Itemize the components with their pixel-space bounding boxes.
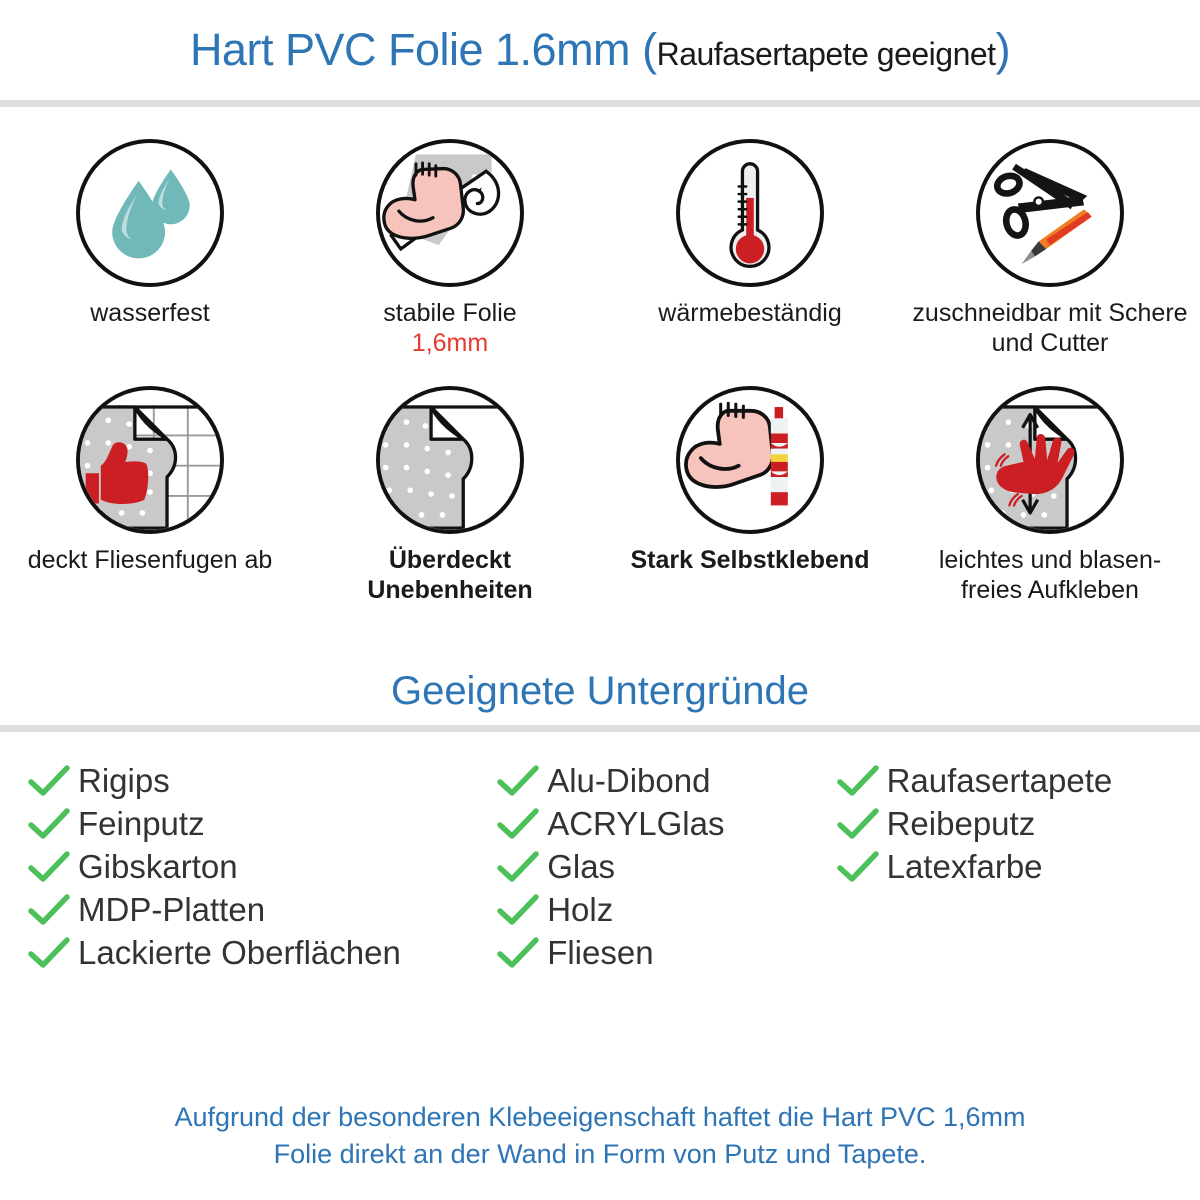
list-item: MDP-Platten (26, 889, 495, 931)
substrate-label: Fliesen (547, 934, 654, 971)
feature-label: zuschneidbar mit Schere und Cutter (908, 299, 1193, 358)
thermometer-icon (676, 139, 824, 287)
feature-label: Stark Selbstklebend (631, 546, 870, 576)
substrate-label: ACRYLGlas (547, 805, 725, 842)
header-title-bar: Hart PVC Folie 1.6mm (Raufasertapete gee… (0, 0, 1200, 100)
list-item: Fliesen (495, 932, 834, 974)
list-item: Feinputz (26, 803, 495, 845)
feature-label: wasserfest (90, 299, 209, 329)
green-check-icon (497, 808, 539, 839)
list-item: Gibskarton (26, 846, 495, 888)
green-check-icon (497, 851, 539, 882)
substrates-checklist: Rigips Feinputz Gibskarton MDP-Platten L… (0, 732, 1200, 975)
feature-label-text: stabile Folie (383, 299, 517, 327)
feature-label: deckt Fliesenfugen ab (28, 546, 273, 576)
feature-label-text: wärmebeständig (658, 299, 842, 327)
list-item: ACRYLGlas (495, 803, 834, 845)
title-paren-close: ) (995, 24, 1011, 75)
substrate-label: Reibeputz (886, 805, 1036, 842)
substrate-label: Alu-Dibond (547, 762, 711, 799)
feature-deckt-fliesenfugen: deckt Fliesenfugen ab (0, 386, 300, 605)
feature-zuschneidbar: zuschneidbar mit Schere und Cutter (900, 139, 1200, 358)
feature-label-text: Stark Selbstklebend (630, 546, 870, 574)
substrate-column-1: Rigips Feinputz Gibskarton MDP-Platten L… (26, 760, 495, 975)
substrate-label: Latexfarbe (886, 848, 1043, 885)
footer-note: Aufgrund der besonderen Klebeeigenschaft… (0, 1099, 1200, 1172)
feature-icon-grid: wasserfest stabile Folie (0, 107, 1200, 605)
substrate-column-3: Raufasertapete Reibeputz Latexfarbe (835, 760, 1174, 975)
feature-stabile-folie: stabile Folie 1,6mm (300, 139, 600, 358)
water-drops-icon (76, 139, 224, 287)
title-subtitle-text: Raufasertapete geeignet (656, 36, 996, 72)
green-check-icon (497, 765, 539, 796)
feature-label-text: zuschneidbar mit Schere und Cutter (912, 299, 1188, 357)
feature-label: wärmebeständig (658, 299, 841, 329)
feature-sublabel-thickness: 1,6mm (411, 328, 489, 357)
list-item: Rigips (26, 760, 495, 802)
green-check-icon (836, 765, 879, 796)
footer-line-2: Folie direkt an der Wand in Form von Put… (273, 1138, 927, 1169)
thumbs-up-tiles-icon (76, 386, 224, 534)
feature-label: leichtes und blasen- freies Aufkleben (908, 546, 1193, 605)
substrate-label: Lackierte Oberflächen (78, 934, 401, 971)
green-check-icon (28, 937, 70, 968)
feature-ueberdeckt-unebenheiten: Überdeckt Unebenheiten (300, 386, 600, 605)
list-item: Glas (495, 846, 834, 888)
title-paren-open: ( (642, 24, 657, 75)
feature-label: Überdeckt Unebenheiten (308, 546, 593, 605)
substrate-label: MDP-Platten (78, 891, 266, 928)
green-check-icon (497, 937, 539, 968)
divider-top (0, 100, 1200, 107)
substrate-label: Holz (547, 891, 614, 928)
list-item: Holz (495, 889, 834, 931)
feature-row-2: deckt Fliesenfugen ab (0, 386, 1200, 605)
list-item: Reibeputz (835, 803, 1174, 845)
divider-middle (0, 725, 1200, 732)
substrates-heading-bar: Geeignete Untergründe (0, 657, 1200, 725)
green-check-icon (836, 851, 879, 882)
page-title: Hart PVC Folie 1.6mm (Raufasertapete gee… (189, 24, 1011, 76)
substrate-label: Feinputz (78, 805, 205, 842)
green-check-icon (28, 851, 70, 882)
feature-row-1: wasserfest stabile Folie (0, 139, 1200, 358)
green-check-icon (28, 808, 70, 839)
substrate-label: Raufasertapete (886, 762, 1113, 799)
strong-arm-foil-icon (376, 139, 524, 287)
list-item: Latexfarbe (835, 846, 1174, 888)
substrate-column-2: Alu-Dibond ACRYLGlas Glas Holz Fliesen (495, 760, 834, 975)
green-check-icon (28, 765, 70, 796)
title-main-text: Hart PVC Folie 1.6mm (189, 24, 631, 75)
hand-smoothing-icon (976, 386, 1124, 534)
arm-glue-tube-icon (676, 386, 824, 534)
substrate-label: Rigips (78, 762, 170, 799)
feature-label-text: wasserfest (90, 299, 210, 327)
green-check-icon (836, 808, 879, 839)
feature-label-text: leichtes und blasen- freies Aufkleben (938, 546, 1162, 604)
substrate-label: Glas (547, 848, 616, 885)
feature-label-text: Überdeckt Unebenheiten (367, 546, 533, 604)
feature-waermebestaendig: wärmebeständig (600, 139, 900, 358)
foil-sheet-peel-icon (376, 386, 524, 534)
list-item: Lackierte Oberflächen (26, 932, 495, 974)
list-item: Raufasertapete (835, 760, 1174, 802)
feature-blasenfreies-aufkleben: leichtes und blasen- freies Aufkleben (900, 386, 1200, 605)
footer-line-1: Aufgrund der besonderen Klebeeigenschaft… (174, 1102, 1026, 1133)
list-item: Alu-Dibond (495, 760, 834, 802)
scissors-cutter-icon (976, 139, 1124, 287)
green-check-icon (497, 894, 539, 925)
feature-wasserfest: wasserfest (0, 139, 300, 358)
feature-stark-selbstklebend: Stark Selbstklebend (600, 386, 900, 605)
feature-label-text: deckt Fliesenfugen ab (27, 546, 273, 574)
feature-label: stabile Folie 1,6mm (383, 299, 516, 358)
green-check-icon (28, 894, 70, 925)
substrates-heading: Geeignete Untergründe (390, 668, 810, 713)
substrate-label: Gibskarton (78, 848, 238, 885)
